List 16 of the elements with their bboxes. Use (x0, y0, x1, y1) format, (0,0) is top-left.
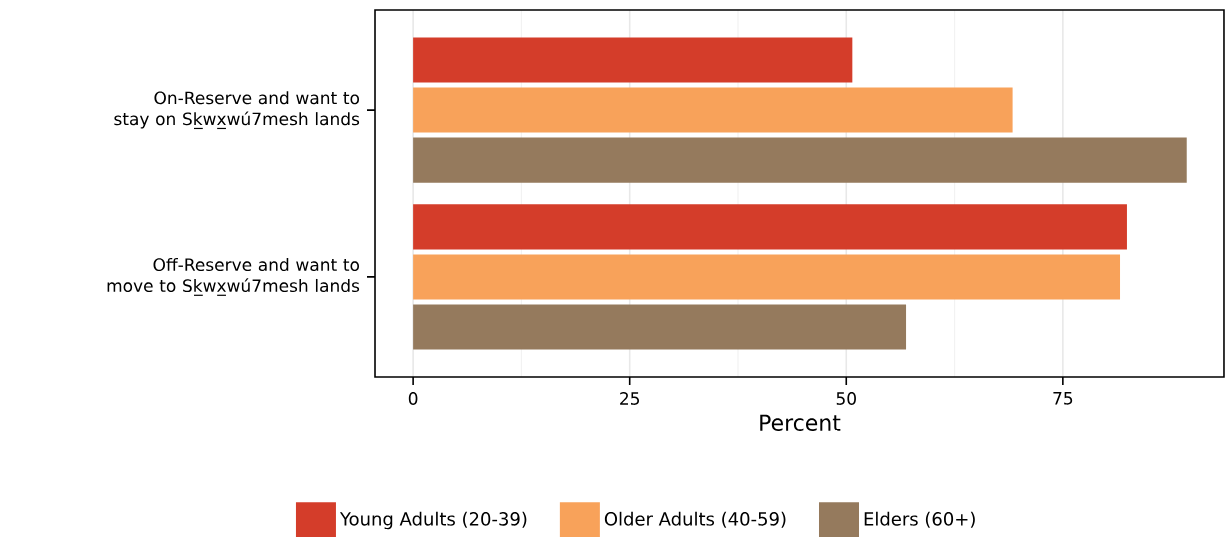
y-tick-label: On-Reserve and want to stay on Sk̲wx̲wú7mesh lands (114, 91, 360, 130)
bar (413, 37, 853, 83)
bar (413, 304, 907, 350)
y-tick-label: Off-Reserve and want to move to Sk̲wx̲wú7mesh lands (107, 257, 360, 296)
x-tick-label: 75 (1053, 392, 1073, 405)
bar (413, 87, 1013, 133)
legend-label: Elders (60+) (864, 511, 975, 528)
x-tick-label: 0 (408, 392, 418, 405)
bar (413, 137, 1187, 183)
x-axis-title: Percent (760, 414, 841, 432)
bar (413, 254, 1121, 300)
x-tick-label: 50 (836, 392, 856, 405)
bar (413, 204, 1127, 250)
x-tick-label: 25 (620, 392, 640, 405)
legend-label: Young Adults (20-39) (339, 511, 527, 530)
legend-label: Older Adults (40-59) (604, 511, 786, 528)
